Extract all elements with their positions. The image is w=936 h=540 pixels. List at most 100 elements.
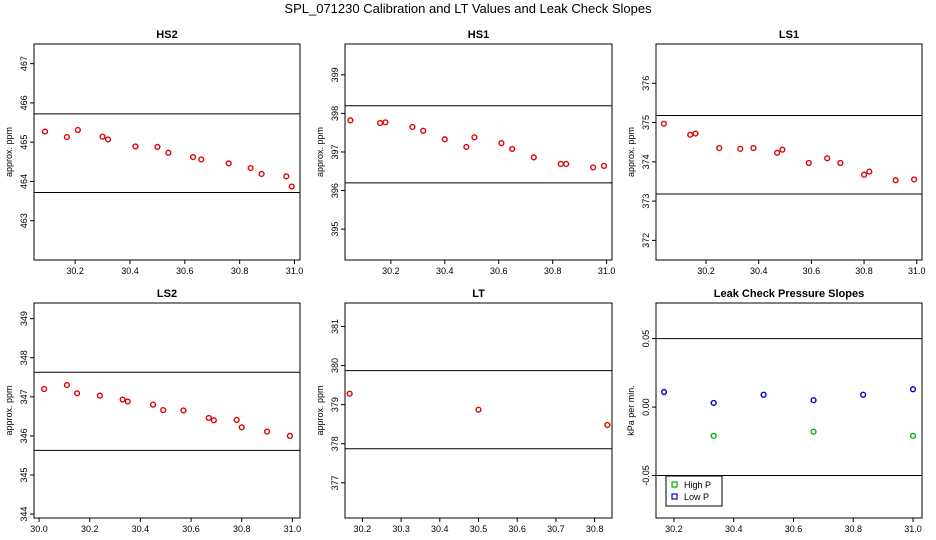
y-tick-label: 379: [330, 397, 340, 412]
x-tick-label: 30.2: [354, 524, 372, 534]
data-point: [810, 428, 817, 435]
y-tick-label: 344: [19, 507, 29, 522]
y-axis-label: kPa per min.: [626, 385, 636, 436]
data-point: [347, 117, 354, 124]
plot-frame: [655, 43, 923, 261]
data-point: [909, 386, 917, 393]
x-tick-label: 31.0: [904, 524, 922, 534]
y-tick-label: 377: [330, 475, 340, 490]
data-point: [258, 170, 265, 178]
data-point: [283, 173, 290, 180]
data-point: [346, 390, 353, 397]
data-point: [710, 399, 717, 407]
y-tick-label: 348: [19, 350, 29, 365]
y-tick-label: 465: [19, 135, 29, 150]
data-point: [73, 390, 81, 397]
panel-leak-check-pressure-slopes: Leak Check Pressure Slopes kPa per min. 30…: [626, 288, 923, 534]
panel-title: LS2: [157, 288, 177, 300]
data-point: [824, 155, 831, 162]
x-tick-label: 30.4: [436, 266, 454, 276]
data-point: [238, 424, 245, 431]
x-tick-label: 30.2: [697, 266, 715, 276]
x-tick-label: 30.2: [665, 524, 683, 534]
y-tick-label: 349: [19, 311, 29, 326]
data-point: [189, 154, 197, 161]
data-point: [498, 140, 505, 147]
y-tick-label: 398: [330, 106, 340, 121]
data-point: [288, 183, 295, 190]
data-point: [233, 416, 240, 423]
y-tick-label: 347: [19, 389, 29, 404]
x-tick-label: 30.8: [233, 524, 251, 534]
y-tick-label: -0.05: [641, 465, 651, 486]
data-point: [779, 146, 786, 153]
data-point: [99, 133, 106, 140]
data-point: [41, 385, 48, 393]
data-point: [286, 432, 293, 440]
panel-hs1: HS1 approx. ppm 30.2 30.4 30.6 30.8 31.0 395 396…: [315, 29, 615, 276]
data-point: [892, 177, 899, 184]
data-point: [563, 160, 570, 168]
data-point: [409, 123, 416, 131]
data-point: [463, 143, 470, 151]
plot-frame: [655, 302, 923, 519]
x-tick-label: 30.0: [30, 524, 48, 534]
data-point: [692, 130, 699, 137]
data-point: [866, 168, 873, 175]
y-axis-label: approx. ppm: [626, 127, 636, 177]
x-tick-label: 31.0: [284, 524, 302, 534]
x-tick-label: 30.6: [803, 266, 821, 276]
legend-label: High P: [684, 480, 711, 490]
y-tick-label: 376: [641, 76, 651, 91]
data-point: [247, 165, 254, 172]
panel-hs2: HS2 approx. ppm 30.2 30.4 30.6 30.8 31.0 463 464…: [4, 29, 303, 276]
x-tick-label: 30.4: [750, 266, 768, 276]
y-tick-label: 373: [641, 194, 651, 209]
plot-frame: [33, 43, 301, 261]
x-tick-label: 30.2: [81, 524, 99, 534]
data-point: [420, 127, 427, 134]
data-point: [475, 406, 482, 413]
plot-frame: [344, 43, 613, 261]
data-point: [132, 143, 139, 150]
data-point: [660, 388, 668, 396]
y-tick-label: 396: [330, 183, 340, 198]
x-tick-label: 30.8: [855, 266, 873, 276]
y-tick-label: 0.00: [641, 398, 651, 416]
data-point: [63, 133, 71, 141]
x-tick-label: 30.4: [431, 524, 449, 534]
x-tick-label: 30.4: [132, 524, 150, 534]
x-tick-label: 30.6: [508, 524, 526, 534]
x-tick-label: 30.2: [382, 266, 400, 276]
panel-title: LS1: [779, 29, 799, 41]
legend-label: Low P: [684, 492, 709, 502]
y-tick-label: 381: [330, 319, 340, 334]
x-tick-label: 31.0: [598, 266, 616, 276]
data-point: [909, 432, 917, 439]
data-point: [96, 392, 103, 399]
x-tick-label: 30.8: [231, 266, 249, 276]
y-tick-label: 395: [330, 222, 340, 237]
x-tick-label: 30.6: [176, 266, 194, 276]
y-tick-label: 397: [330, 144, 340, 159]
data-point: [41, 128, 49, 135]
data-point: [149, 401, 157, 408]
y-tick-label: 464: [19, 174, 29, 189]
legend-box: [665, 475, 723, 507]
data-point: [600, 162, 608, 169]
data-point: [198, 156, 205, 163]
data-point: [805, 159, 812, 167]
plot-frame: [33, 302, 301, 519]
legend-marker: [671, 493, 678, 500]
data-point: [210, 417, 217, 424]
y-tick-label: 345: [19, 467, 29, 482]
data-point: [124, 398, 131, 405]
x-tick-label: 30.7: [547, 524, 565, 534]
panel-title: Leak Check Pressure Slopes: [714, 288, 864, 300]
data-point: [441, 136, 448, 143]
y-tick-label: 375: [641, 115, 651, 130]
data-point: [750, 144, 757, 152]
data-point: [910, 176, 918, 183]
y-axis-label: approx. ppm: [4, 385, 14, 435]
